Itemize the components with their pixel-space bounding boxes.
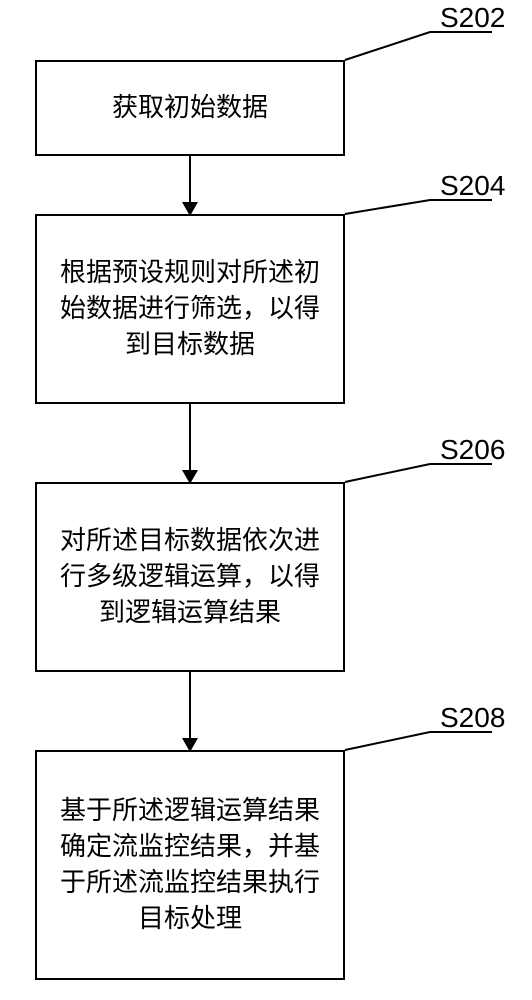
flow-step-2: 根据预设规则对所述初始数据进行筛选，以得到目标数据 <box>35 214 345 404</box>
flow-step-2-text: 根据预设规则对所述初始数据进行筛选，以得到目标数据 <box>55 255 325 363</box>
flow-step-3-text: 对所述目标数据依次进行多级逻辑运算，以得到逻辑运算结果 <box>55 523 325 631</box>
flow-step-1-text: 获取初始数据 <box>112 90 268 126</box>
callout-label-4: S208 <box>440 702 505 734</box>
flow-step-4: 基于所述逻辑运算结果确定流监控结果，并基于所述流监控结果执行目标处理 <box>35 750 345 980</box>
callout-line-1 <box>345 32 492 60</box>
flow-step-1: 获取初始数据 <box>35 60 345 156</box>
flow-step-4-text: 基于所述逻辑运算结果确定流监控结果，并基于所述流监控结果执行目标处理 <box>55 793 325 937</box>
callout-label-3: S206 <box>440 434 505 466</box>
flow-arrow-2 <box>189 404 191 482</box>
callout-label-1: S202 <box>440 2 505 34</box>
callout-line-2 <box>345 200 492 214</box>
flow-step-3: 对所述目标数据依次进行多级逻辑运算，以得到逻辑运算结果 <box>35 482 345 672</box>
callout-line-4 <box>345 732 492 750</box>
callout-label-2: S204 <box>440 170 505 202</box>
callout-line-3 <box>345 464 492 482</box>
flow-arrow-3 <box>189 672 191 750</box>
flow-arrow-1 <box>189 156 191 214</box>
flowchart-container: 获取初始数据 根据预设规则对所述初始数据进行筛选，以得到目标数据 对所述目标数据… <box>35 60 345 980</box>
